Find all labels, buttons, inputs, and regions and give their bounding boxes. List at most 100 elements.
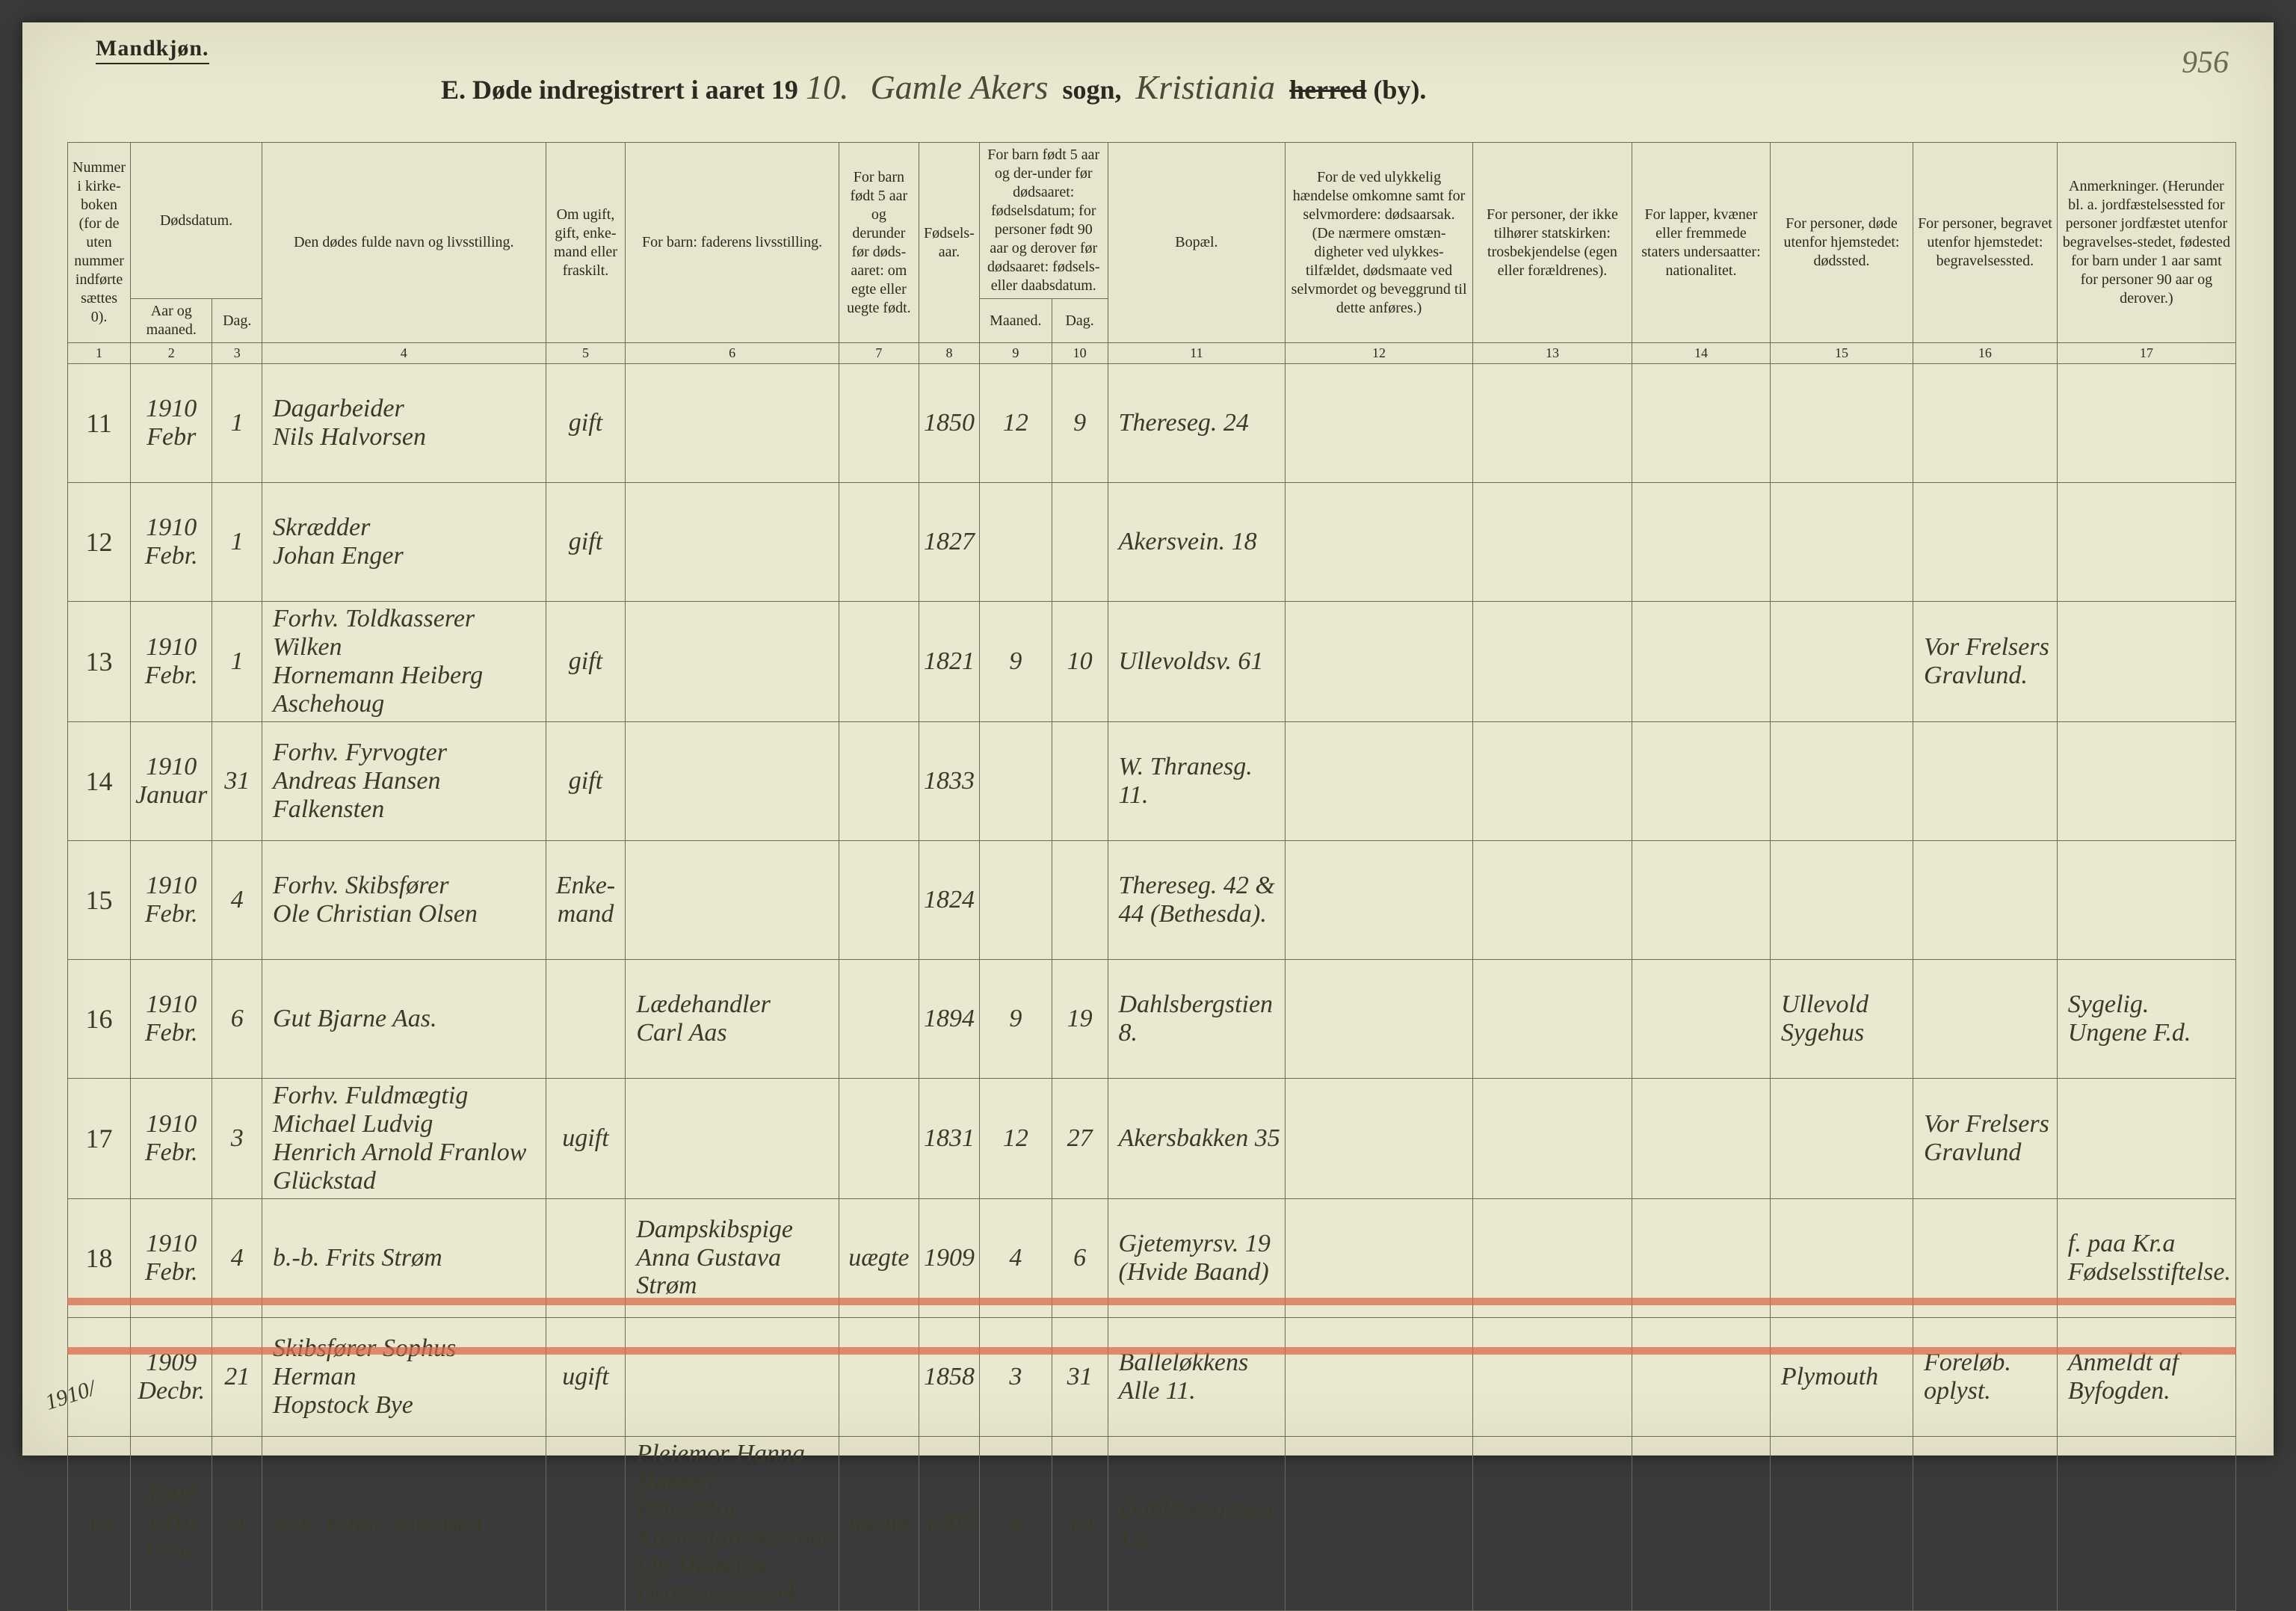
hdr-col8: Fødsels-aar. bbox=[919, 143, 979, 343]
cell: 1831 bbox=[919, 1078, 979, 1198]
title-prefix: E. Døde indregistrert i aaret 19 bbox=[441, 75, 798, 105]
cell bbox=[1472, 840, 1632, 959]
cell: 14 bbox=[68, 721, 131, 840]
cell: 1910 Febr. bbox=[131, 840, 212, 959]
colnum: 14 bbox=[1632, 343, 1771, 364]
cell bbox=[2057, 1436, 2235, 1610]
cell bbox=[1913, 840, 2058, 959]
cell bbox=[1632, 482, 1771, 601]
cell bbox=[1472, 959, 1632, 1078]
cell: Forhv. Toldkasserer WilkenHornemann Heib… bbox=[262, 601, 546, 721]
cell: Gjetemyrsv. 19 (Hvide Baand) bbox=[1108, 1198, 1286, 1317]
hdr-col5: Om ugift, gift, enke-mand eller fraskilt… bbox=[546, 143, 626, 343]
cell: DagarbeiderNils Halvorsen bbox=[262, 363, 546, 482]
cell: 11 bbox=[68, 363, 131, 482]
cell bbox=[1913, 959, 2058, 1078]
hdr-col15: For personer, døde utenfor hjemstedet: d… bbox=[1770, 143, 1913, 343]
cell: 6 bbox=[212, 959, 262, 1078]
cell: Pleiemor Hanna HansenRette Mor: Kartonfa… bbox=[626, 1436, 839, 1610]
table-header: Nummer i kirke-boken (for de uten nummer… bbox=[68, 143, 2236, 364]
cell: Enke-mand bbox=[546, 840, 626, 959]
cell: 9 bbox=[212, 1436, 262, 1610]
cell: 12 bbox=[68, 482, 131, 601]
cell: Vor Frelsers Gravlund bbox=[1913, 1078, 2058, 1198]
cell: 1 bbox=[212, 601, 262, 721]
cell bbox=[1632, 363, 1771, 482]
cell: 13 bbox=[68, 601, 131, 721]
title-year-hand: 10. bbox=[798, 68, 857, 106]
cell: 1909 1910 Febr. bbox=[131, 1436, 212, 1610]
cell bbox=[1632, 1078, 1771, 1198]
cell bbox=[1286, 1436, 1473, 1610]
hdr-col3: Dag. bbox=[212, 299, 262, 343]
cell: 1909 bbox=[919, 1198, 979, 1317]
parish-hand: Gamle Akers bbox=[862, 68, 1055, 106]
cell: Anmeldt af Byfogden. bbox=[2057, 1317, 2235, 1436]
cell: f. paa Kr.a Fødselsstiftelse. bbox=[2057, 1198, 2235, 1317]
cell: 1 bbox=[212, 482, 262, 601]
cell bbox=[979, 840, 1052, 959]
cell: Skibsfører Sophus HermanHopstock Bye bbox=[262, 1317, 546, 1436]
cell: 3 bbox=[212, 1078, 262, 1198]
cell: Balleløkkens Alle 11. bbox=[1108, 1317, 1286, 1436]
cell bbox=[1770, 1436, 1913, 1610]
cell: 1910 Febr. bbox=[131, 482, 212, 601]
cell bbox=[2057, 601, 2235, 721]
cell bbox=[1052, 482, 1108, 601]
cell: 6 bbox=[1052, 1198, 1108, 1317]
cell bbox=[1770, 363, 1913, 482]
cell bbox=[1913, 482, 2058, 601]
hdr-col12: For de ved ulykkelig hændelse omkomne sa… bbox=[1286, 143, 1473, 343]
cell: 19 bbox=[1052, 959, 1108, 1078]
cell bbox=[1286, 1198, 1473, 1317]
cell: 1833 bbox=[919, 721, 979, 840]
cell bbox=[546, 1436, 626, 1610]
cell: 4 bbox=[212, 840, 262, 959]
cell bbox=[839, 840, 919, 959]
cell: b.-b. Einar Sörensen bbox=[262, 1436, 546, 1610]
cell: 19 bbox=[1052, 1436, 1108, 1610]
hdr-col9: Maaned. bbox=[979, 299, 1052, 343]
cell: 3 bbox=[979, 1317, 1052, 1436]
table-body: 111910 Febr1DagarbeiderNils Halvorsengif… bbox=[68, 363, 2236, 1610]
cell: 18 bbox=[68, 1198, 131, 1317]
cell bbox=[1632, 959, 1771, 1078]
cell bbox=[1472, 1078, 1632, 1198]
cell: Thereseg. 24 bbox=[1108, 363, 1286, 482]
table-row: 151910 Febr.4Forhv. SkibsførerOle Christ… bbox=[68, 840, 2236, 959]
gender-label: Mandkjøn. bbox=[96, 36, 209, 64]
colnum: 8 bbox=[919, 343, 979, 364]
cell bbox=[1286, 363, 1473, 482]
cell: ugift bbox=[546, 1078, 626, 1198]
cell bbox=[1770, 601, 1913, 721]
cell: 4 bbox=[212, 1198, 262, 1317]
column-number-row: 1 2 3 4 5 6 7 8 9 10 11 12 13 14 15 16 1… bbox=[68, 343, 2236, 364]
cell bbox=[626, 1317, 839, 1436]
cell: W. Thranesg. 11. bbox=[1108, 721, 1286, 840]
cell: 1910 Januar bbox=[131, 721, 212, 840]
cell bbox=[1286, 1078, 1473, 1198]
cell bbox=[2057, 482, 2235, 601]
cell bbox=[1770, 1198, 1913, 1317]
cell bbox=[1286, 482, 1473, 601]
cell bbox=[1913, 363, 2058, 482]
cell bbox=[1472, 482, 1632, 601]
cell: Plymouth bbox=[1770, 1317, 1913, 1436]
colnum: 15 bbox=[1770, 343, 1913, 364]
table-row: 171910 Febr.3Forhv. Fuldmægtig Michael L… bbox=[68, 1078, 2236, 1198]
cell: ugift bbox=[546, 1317, 626, 1436]
cell bbox=[1770, 482, 1913, 601]
cell bbox=[2057, 363, 2235, 482]
cell bbox=[546, 959, 626, 1078]
cell: 1910 Febr. bbox=[131, 1198, 212, 1317]
cell: gift bbox=[546, 601, 626, 721]
colnum: 6 bbox=[626, 343, 839, 364]
register-table: Nummer i kirke-boken (for de uten nummer… bbox=[67, 142, 2236, 1611]
cell bbox=[2057, 721, 2235, 840]
cell bbox=[979, 482, 1052, 601]
cell: 1827 bbox=[919, 482, 979, 601]
colnum: 10 bbox=[1052, 343, 1108, 364]
cell bbox=[626, 482, 839, 601]
cell: 17 bbox=[68, 1078, 131, 1198]
colnum: 3 bbox=[212, 343, 262, 364]
